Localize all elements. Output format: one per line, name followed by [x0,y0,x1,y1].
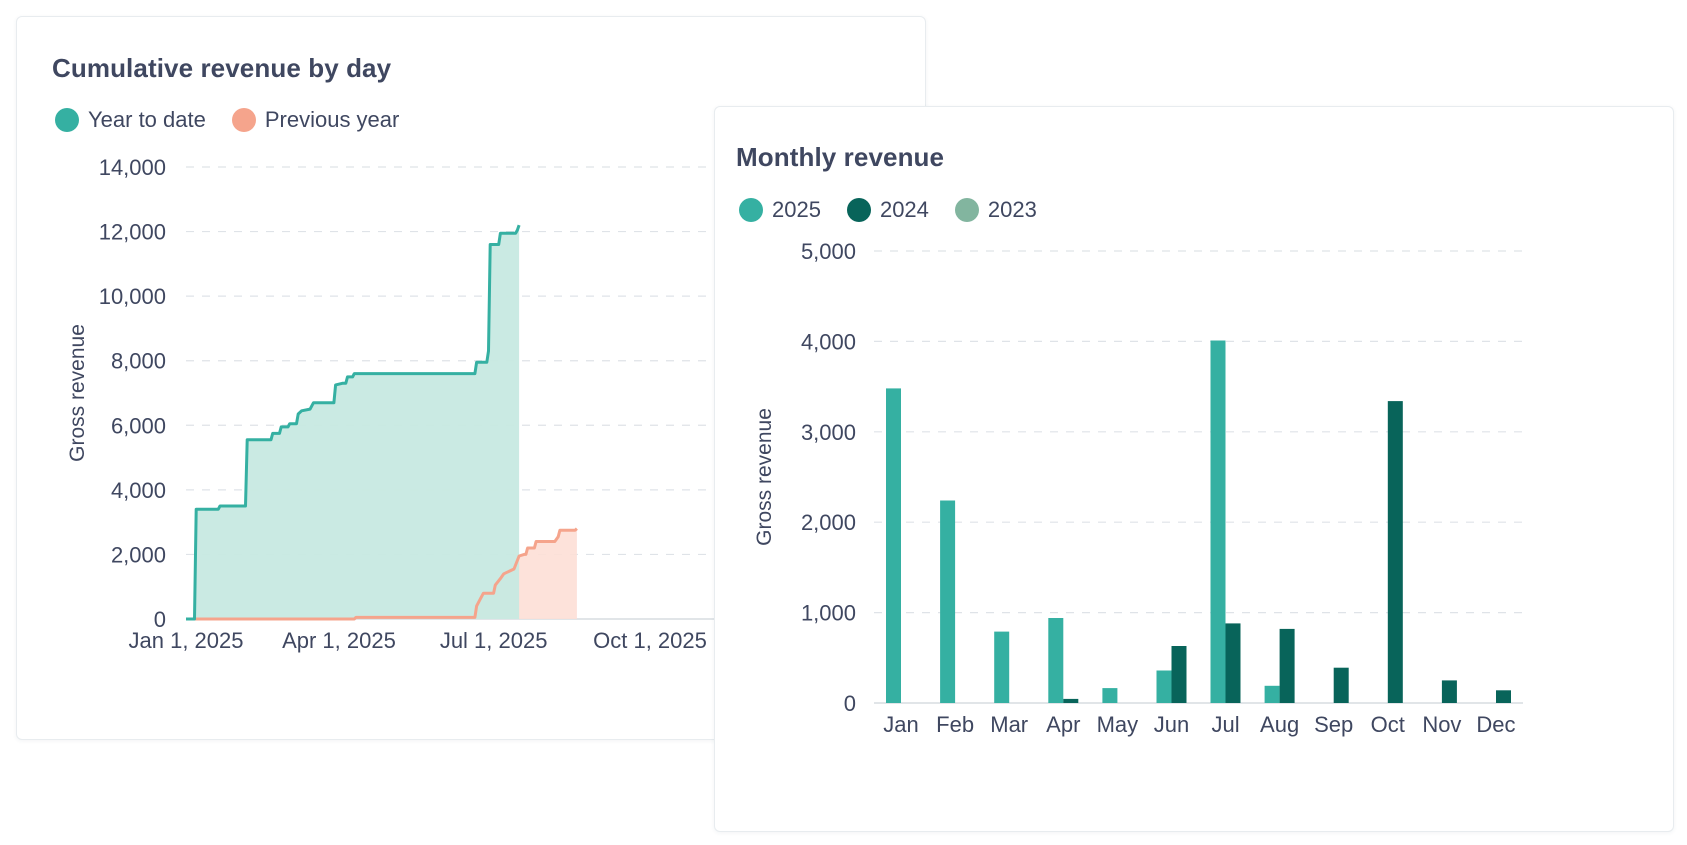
legend-swatch-previous-year [231,108,256,132]
legend-item-2025[interactable]: 2025 [739,197,821,223]
x-tick-label: Aug [1260,712,1299,737]
legend-swatch-year-to-date [55,108,79,132]
legend-label-2023: 2023 [987,197,1037,222]
bar-2024-oct[interactable] [1387,401,1403,703]
y-tick-label: 3,000 [801,420,856,445]
monthly-chart-plot: 0 1,000 2,000 3,000 4,000 5,000 Gross revenue J… [753,239,1523,737]
y-tick-label: 1,000 [801,601,856,626]
bar-2025-may[interactable] [1102,688,1118,703]
bar-2025-jun[interactable] [1156,670,1172,704]
x-tick-label: Feb [936,712,974,737]
bar-2025-jul[interactable] [1210,340,1226,704]
bar-2024-nov[interactable] [1441,680,1457,703]
bar-2024-jun[interactable] [1171,646,1187,703]
bar-2024-apr[interactable] [1063,698,1079,703]
y-tick-label: 0 [844,691,856,716]
bar-2025-aug[interactable] [1264,685,1280,703]
x-tick-label: Sep [1314,712,1353,737]
x-tick-label: Apr 1, 2025 [282,628,396,653]
y-tick-label: 10,000 [99,284,166,309]
y-tick-label: 0 [154,607,166,632]
y-tick-label: 12,000 [99,220,166,245]
cumulative-legend: Year to date Previous year [55,107,399,133]
legend-swatch-2023 [954,198,979,222]
area-previous-year [186,528,577,619]
legend-item-2023[interactable]: 2023 [954,197,1037,223]
bar-2025-mar[interactable] [994,631,1010,703]
y-tick-label: 6,000 [111,413,166,438]
legend-item-year-to-date[interactable]: Year to date [55,107,206,133]
y-tick-label: 14,000 [99,155,166,180]
x-tick-label: Apr [1046,712,1080,737]
legend-swatch-2024 [846,198,871,222]
legend-item-previous-year[interactable]: Previous year [231,107,400,133]
monthly-revenue-card: Monthly revenue 2025 2024 2023 0 1,000 2,0… [714,106,1674,832]
x-tick-label: Jul 1, 2025 [440,628,548,653]
bar-2025-apr[interactable] [1048,618,1064,703]
x-tick-label: Jul [1211,712,1239,737]
line-previous-year[interactable] [186,527,578,621]
legend-label-2025: 2025 [772,197,821,222]
x-tick-label: Oct 1, 2025 [593,628,707,653]
x-tick-label: Jan [883,712,918,737]
y-axis-title: Gross revenue [753,408,776,546]
legend-item-2024[interactable]: 2024 [846,197,929,223]
y-axis-title: Gross revenue [66,324,89,462]
legend-label-2024: 2024 [879,197,929,222]
bar-2024-jul[interactable] [1225,623,1241,703]
x-tick-label: Jan 1, 2025 [129,628,244,653]
line-year-to-date[interactable] [186,224,521,621]
bar-2024-dec[interactable] [1496,690,1511,703]
y-tick-label: 4,000 [801,329,856,354]
legend-swatch-2025 [739,198,763,222]
bar-2025-feb[interactable] [940,500,956,704]
x-tick-label: Oct [1371,712,1405,737]
x-tick-label: May [1097,712,1139,737]
cumulative-chart-title: Cumulative revenue by day [52,53,392,83]
y-tick-label: 2,000 [111,542,166,567]
x-tick-label: Jun [1154,712,1189,737]
bar-2025-jan[interactable] [886,388,901,703]
monthly-legend: 2025 2024 2023 [739,197,1037,223]
legend-label-previous-year: Previous year [264,107,400,132]
area-year-to-date [186,225,520,619]
x-tick-label: Nov [1422,712,1461,737]
y-tick-label: 4,000 [111,478,166,503]
y-tick-label: 5,000 [801,239,856,264]
legend-label-year-to-date: Year to date [88,107,206,132]
y-tick-label: 2,000 [801,510,856,535]
monthly-chart-title: Monthly revenue [736,142,945,172]
bar-2024-aug[interactable] [1279,628,1295,703]
bar-2024-sep[interactable] [1333,667,1349,703]
x-tick-label: Dec [1476,712,1515,737]
x-tick-label: Mar [990,712,1028,737]
y-tick-label: 8,000 [111,349,166,374]
